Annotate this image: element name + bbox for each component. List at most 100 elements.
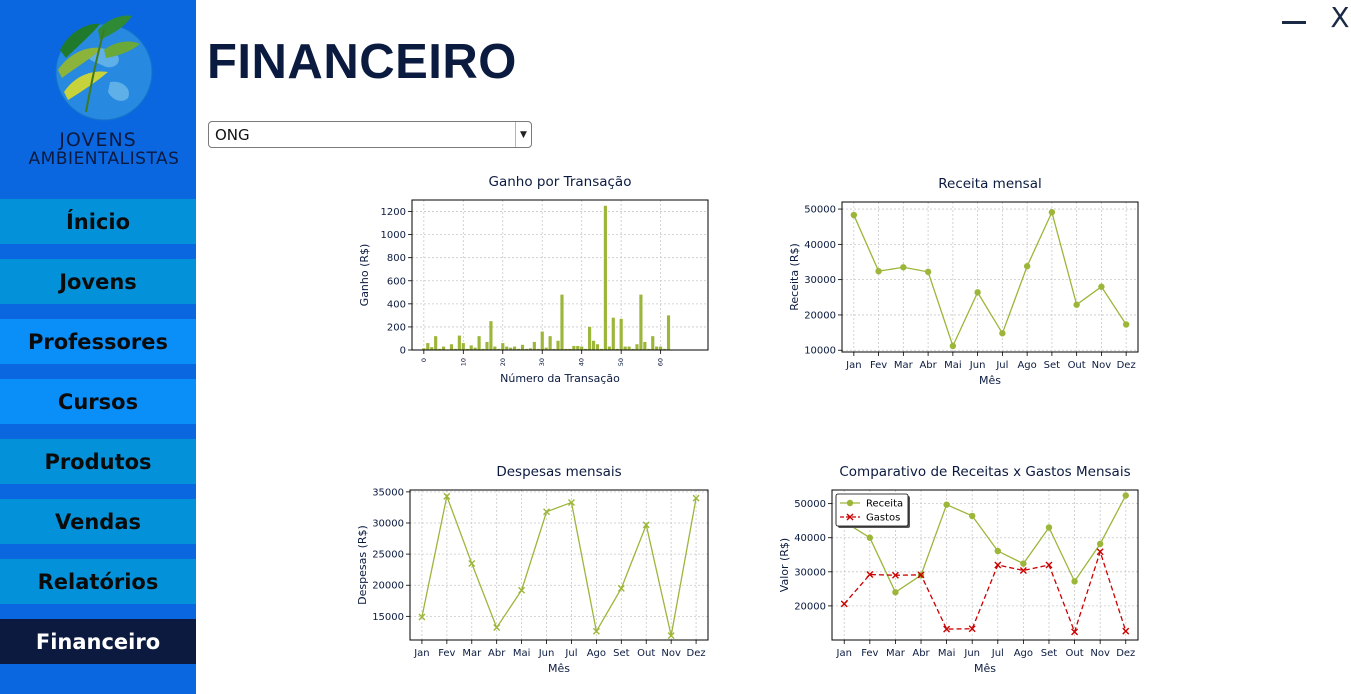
y-axis-label: Despesas (R$)	[356, 525, 369, 605]
data-point	[1048, 209, 1056, 216]
x-tick-label: Dez	[687, 648, 706, 659]
x-axis-label: Mês	[974, 662, 996, 675]
bar	[477, 336, 481, 350]
x-marker	[891, 571, 899, 579]
x-tick-label: Fev	[870, 360, 887, 371]
bar	[457, 335, 461, 350]
bar	[635, 344, 639, 350]
x-marker-stroke	[642, 521, 650, 529]
data-point	[1073, 301, 1080, 308]
sidebar-item-relatorios[interactable]: Relatórios	[0, 559, 196, 604]
sidebar-item-cursos[interactable]: Cursos	[0, 379, 196, 424]
chevron-down-icon[interactable]: ▼	[515, 122, 531, 147]
series-line	[853, 210, 1127, 348]
bar	[564, 348, 568, 350]
bar	[426, 343, 430, 350]
x-tick-label: Nov	[1092, 360, 1112, 371]
sidebar-item-professores[interactable]: Professores	[0, 319, 196, 364]
x-marker	[692, 494, 700, 502]
x-marker-stroke	[493, 624, 501, 632]
minimize-button[interactable]	[1281, 10, 1307, 34]
x-marker	[592, 627, 600, 635]
chart-title: Ganho por Transação	[489, 174, 632, 190]
x-tick-label: Abr	[488, 648, 506, 659]
sidebar-item-jovens[interactable]: Jovens	[0, 259, 196, 304]
x-marker	[567, 498, 575, 506]
x-marker	[917, 571, 925, 579]
y-axis-label: Receita (R$)	[788, 243, 801, 311]
y-tick-label: 25000	[372, 550, 404, 561]
x-tick-label: 0	[420, 358, 428, 362]
close-button[interactable]: X	[1326, 2, 1351, 34]
x-axis-label: Número da Transação	[500, 372, 620, 385]
sidebar-item-label: Vendas	[55, 509, 141, 534]
x-tick-label: Jul	[991, 648, 1004, 659]
data-point	[1122, 492, 1129, 499]
bar	[556, 340, 560, 350]
x-tick-label: Mai	[944, 360, 962, 371]
bar	[520, 344, 525, 350]
x-marker-stroke	[968, 625, 976, 633]
bar	[434, 336, 438, 350]
x-marker	[667, 632, 675, 640]
bar	[627, 346, 631, 350]
bar	[552, 348, 556, 350]
bar	[548, 336, 552, 350]
bar	[453, 348, 457, 350]
bar	[603, 205, 607, 350]
organization-select[interactable]: ONG ▼	[208, 121, 532, 148]
y-tick-label: 200	[387, 322, 406, 333]
y-tick-label: 50000	[794, 499, 826, 510]
y-tick-label: 30000	[794, 567, 826, 578]
bar	[595, 344, 600, 350]
logo-emblem-icon: Jovens Ambientalistas	[29, 15, 179, 169]
data-point	[999, 330, 1006, 337]
sidebar-item-produtos[interactable]: Produtos	[0, 439, 196, 484]
y-tick-label: 15000	[372, 612, 404, 623]
x-marker	[493, 624, 501, 632]
y-tick-label: 40000	[794, 533, 826, 544]
sidebar-item-label: Financeiro	[35, 629, 161, 654]
bar	[513, 346, 517, 350]
bar	[441, 346, 446, 350]
bar	[666, 315, 671, 350]
y-tick-label: 40000	[804, 240, 836, 251]
x-marker	[840, 600, 848, 608]
sidebar-item-label: Professores	[27, 329, 169, 354]
y-axis-label: Valor (R$)	[778, 538, 791, 592]
bar	[481, 348, 485, 350]
bar	[588, 326, 592, 350]
y-tick-label: 600	[387, 276, 406, 287]
sidebar-item-inicio[interactable]: Ínicio	[0, 199, 196, 244]
x-tick-label: Mar	[462, 648, 482, 659]
x-marker	[846, 513, 854, 521]
chart-title: Despesas mensais	[496, 464, 621, 480]
data-point	[850, 211, 858, 219]
x-marker-stroke	[1071, 628, 1079, 636]
sidebar-item-vendas[interactable]: Vendas	[0, 499, 196, 544]
x-marker-stroke	[543, 508, 551, 516]
logo: Jovens Ambientalistas	[0, 0, 196, 190]
x-marker-stroke	[1045, 561, 1053, 569]
bar	[473, 347, 477, 350]
bar	[516, 348, 521, 350]
x-tick-label: Jun	[963, 648, 980, 659]
chart-ganho-por-transacao: Ganho por Transação Número da Transação Ga…	[358, 174, 709, 385]
series-line	[843, 495, 1127, 594]
data-point	[924, 268, 932, 276]
data-point	[875, 267, 882, 275]
x-marker	[617, 584, 625, 592]
x-tick-label: 60	[657, 358, 665, 366]
bar	[651, 336, 655, 350]
bar	[469, 345, 473, 350]
x-tick-label: Mai	[938, 648, 956, 659]
legend	[835, 493, 909, 527]
bar	[509, 347, 513, 350]
x-marker-stroke	[518, 586, 526, 594]
sidebar-item-label: Relatórios	[37, 569, 159, 594]
x-marker-stroke	[468, 559, 476, 567]
sidebar-item-financeiro[interactable]: Financeiro	[0, 619, 196, 664]
x-marker	[866, 571, 874, 579]
y-tick-label: 800	[387, 253, 406, 264]
x-marker-stroke	[891, 571, 899, 579]
